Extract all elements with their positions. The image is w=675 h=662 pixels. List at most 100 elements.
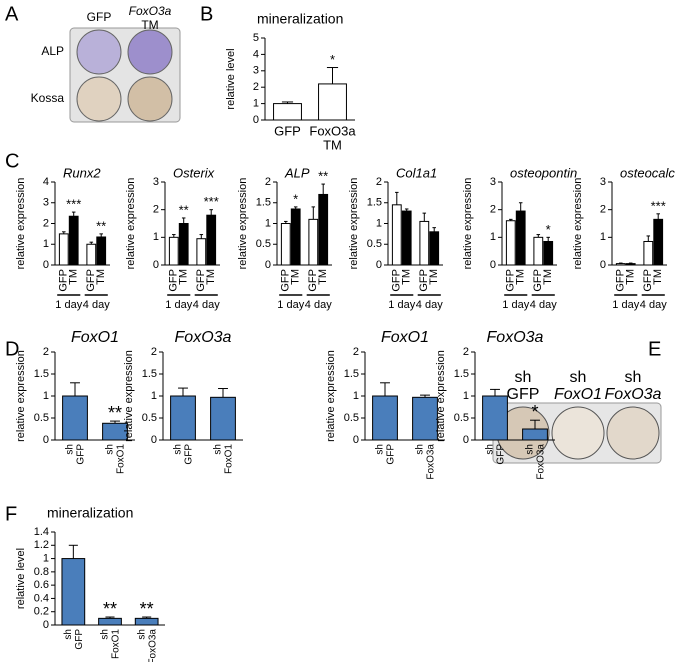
- series-label: GFP: [642, 269, 654, 292]
- y-tick-label: 1.5: [454, 368, 469, 380]
- x-tick-label: FoxO3a: [426, 444, 437, 480]
- bar: [543, 240, 554, 266]
- bar: [615, 263, 626, 266]
- series-label: GFP: [505, 269, 517, 292]
- x-tick-label: GFP: [76, 444, 87, 465]
- bar: [429, 231, 440, 266]
- chart-title: Osterix: [173, 165, 215, 180]
- panel-letter: D: [5, 338, 19, 360]
- bar: [86, 243, 97, 266]
- series-label: TM: [652, 269, 664, 285]
- y-tick-label: 0: [151, 434, 157, 446]
- y-tick-label: 1: [253, 98, 259, 110]
- y-tick-label: 3: [600, 176, 606, 188]
- y-tick-label: 0: [43, 434, 49, 446]
- column-label: GFP: [507, 386, 540, 403]
- y-tick-label: 1.2: [34, 539, 49, 551]
- x-tick-label: sh: [136, 629, 147, 640]
- bar: [134, 617, 159, 626]
- x-tick-label: FoxO1: [116, 444, 127, 474]
- well: [76, 29, 122, 75]
- panel-letter: B: [200, 3, 213, 25]
- y-tick-label: 3: [43, 197, 49, 209]
- series-label: GFP: [195, 269, 207, 292]
- x-tick-label: sh: [65, 444, 76, 455]
- y-tick-label: 5: [253, 32, 259, 44]
- well: [127, 76, 173, 122]
- series-label: TM: [515, 269, 527, 285]
- series-label: TM: [625, 269, 637, 285]
- plate-a: [69, 27, 181, 123]
- series-label: GFP: [307, 269, 319, 292]
- y-tick-label: 2: [490, 204, 496, 216]
- y-tick-label: 0: [265, 259, 271, 271]
- well: [606, 406, 660, 460]
- column-label: GFP: [87, 10, 112, 24]
- significance: ***: [204, 194, 219, 209]
- y-tick-label: 0: [600, 259, 606, 271]
- y-axis-label: relative expression: [237, 178, 249, 270]
- x-tick-label: GFP: [386, 444, 397, 465]
- x-tick-label: 4 day: [530, 299, 557, 311]
- y-tick-label: 0: [376, 259, 382, 271]
- y-axis-label: relative level: [15, 548, 27, 609]
- well: [76, 76, 122, 122]
- bar: [61, 558, 86, 626]
- y-tick-label: 1: [43, 552, 49, 564]
- chart-title: mineralization: [47, 505, 133, 521]
- y-axis-label: relative expression: [435, 350, 447, 442]
- x-tick-label: sh: [63, 629, 74, 640]
- x-tick-label: TM: [323, 137, 342, 152]
- bar: [482, 395, 508, 441]
- y-tick-label: 1.4: [34, 526, 49, 538]
- series-label: TM: [401, 269, 413, 285]
- y-tick-label: 4: [253, 48, 259, 60]
- well: [127, 29, 173, 75]
- plate-e: [492, 402, 662, 464]
- x-tick-label: sh: [105, 444, 116, 455]
- column-label: sh: [625, 369, 642, 386]
- y-tick-label: 2: [600, 204, 606, 216]
- series-label: TM: [68, 269, 80, 285]
- y-tick-label: 3: [253, 65, 259, 77]
- panel-letter: F: [5, 503, 17, 525]
- x-tick-label: 1 day: [388, 299, 415, 311]
- significance: ***: [66, 197, 81, 212]
- y-tick-label: 1: [265, 217, 271, 229]
- bar: [391, 204, 402, 266]
- y-tick-label: 2: [376, 176, 382, 188]
- x-tick-label: GFP: [184, 444, 195, 465]
- x-tick-label: 4 day: [305, 299, 332, 311]
- significance: *: [531, 402, 538, 422]
- series-label: GFP: [58, 269, 70, 292]
- bar: [625, 263, 636, 266]
- x-tick-label: FoxO3a: [309, 123, 356, 138]
- chart-title: FoxO1: [71, 329, 119, 346]
- y-tick-label: 1: [376, 217, 382, 229]
- significance: **: [103, 599, 117, 619]
- chart-title: FoxO3a: [175, 329, 232, 346]
- y-tick-label: 1: [463, 390, 469, 402]
- significance: ***: [651, 198, 666, 213]
- bar: [308, 218, 319, 266]
- series-label: TM: [542, 269, 554, 285]
- y-axis-label: relative expression: [15, 178, 27, 270]
- bar: [318, 193, 329, 266]
- x-tick-label: 4 day: [416, 299, 443, 311]
- y-tick-label: 2: [265, 176, 271, 188]
- series-label: TM: [95, 269, 107, 285]
- x-tick-label: sh: [415, 444, 426, 455]
- y-tick-label: 0.6: [34, 579, 49, 591]
- significance: *: [330, 52, 335, 67]
- y-tick-label: 0.5: [367, 238, 382, 250]
- y-tick-label: 4: [43, 176, 49, 188]
- row-label: ALP: [41, 44, 64, 58]
- panel-letter: A: [5, 3, 19, 25]
- y-axis-label: relative level: [225, 48, 237, 109]
- series-label: GFP: [85, 269, 97, 292]
- bar: [412, 396, 438, 441]
- y-tick-label: 2: [353, 346, 359, 358]
- chart-title: Runx2: [63, 165, 101, 180]
- x-tick-label: 4 day: [83, 299, 110, 311]
- y-tick-label: 3: [490, 176, 496, 188]
